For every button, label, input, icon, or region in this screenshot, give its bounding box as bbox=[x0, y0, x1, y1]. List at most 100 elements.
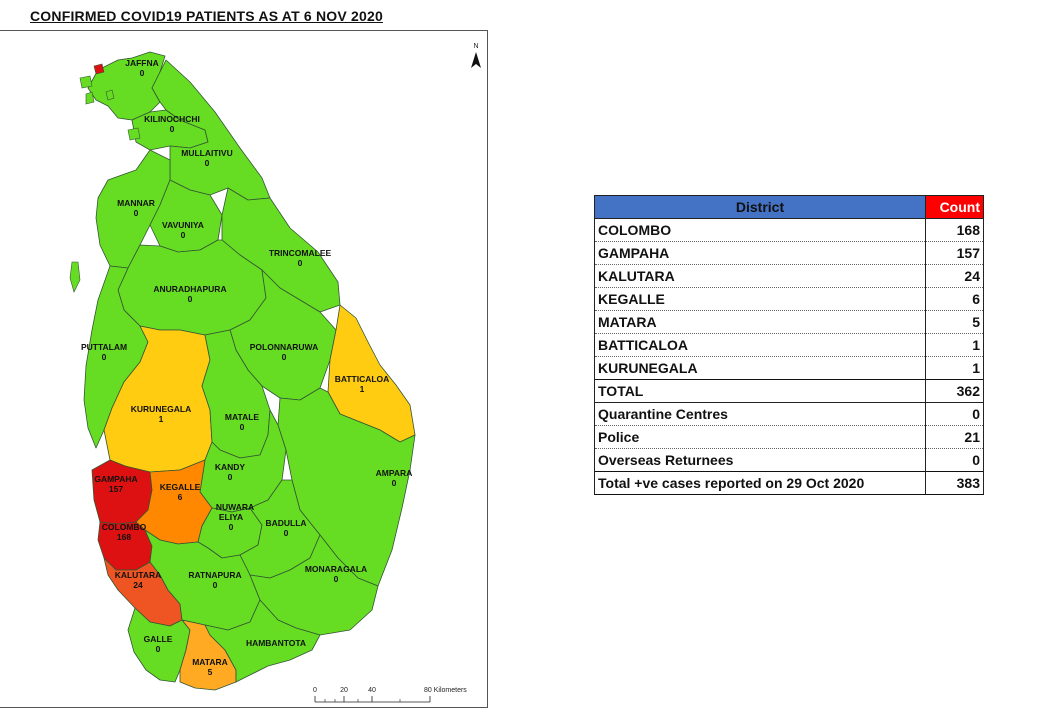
district-count-matara: 5 bbox=[208, 667, 213, 677]
district-label-badulla: BADULLA bbox=[265, 518, 306, 528]
table-cell-label: COLOMBO bbox=[594, 218, 926, 242]
islands bbox=[69, 63, 141, 293]
table-cell-count: 1 bbox=[925, 356, 984, 380]
district-label-matara: MATARA bbox=[192, 657, 228, 667]
district-count-mannar: 0 bbox=[134, 208, 139, 218]
table-row-total: TOTAL 362 bbox=[594, 379, 984, 403]
district-hambantota bbox=[204, 599, 321, 683]
district-label-mannar: MANNAR bbox=[117, 198, 155, 208]
table-cell-label: Police bbox=[594, 425, 926, 449]
district-count-polonnaruwa: 0 bbox=[282, 352, 287, 362]
district-label-jaffna: JAFFNA bbox=[125, 58, 159, 68]
district-label-puttalam: PUTTALAM bbox=[81, 342, 127, 352]
table-row: KURUNEGALA 1 bbox=[594, 356, 984, 380]
map-frame bbox=[0, 30, 488, 708]
district-count-ampara: 0 bbox=[392, 478, 397, 488]
header-district: District bbox=[594, 195, 926, 219]
table-row-other: Police 21 bbox=[594, 425, 984, 449]
scale-bar: 0 20 40 80 Kilometers bbox=[313, 687, 467, 703]
district-label-batticaloa: BATTICALOA bbox=[335, 374, 390, 384]
district-count-kilinochchi: 0 bbox=[170, 124, 175, 134]
district-label-gampaha: GAMPAHA bbox=[94, 474, 137, 484]
table-row: GAMPAHA 157 bbox=[594, 241, 984, 265]
district-count-kalutara: 24 bbox=[133, 580, 143, 590]
district-label-hambantota: HAMBANTOTA bbox=[246, 638, 306, 648]
district-count-ratnapura: 0 bbox=[213, 580, 218, 590]
district-count-monaragala: 0 bbox=[334, 574, 339, 584]
district-label-kalutara: KALUTARA bbox=[115, 570, 162, 580]
table-row: COLOMBO 168 bbox=[594, 218, 984, 242]
scale-tick-40: 40 bbox=[368, 687, 376, 694]
district-label-ratnapura: RATNAPURA bbox=[188, 570, 241, 580]
district-label-galle: GALLE bbox=[144, 634, 173, 644]
cases-table: District Count COLOMBO 168 GAMPAHA 157 KALUT… bbox=[594, 195, 984, 495]
table-header-row: District Count bbox=[594, 195, 984, 219]
district-count-badulla: 0 bbox=[284, 528, 289, 538]
sri-lanka-map: JAFFNA0KILINOCHCHI0MULLAITIVU0MANNAR0VAV… bbox=[69, 43, 481, 703]
header-count: Count bbox=[925, 195, 984, 219]
scale-tick-0: 0 bbox=[313, 687, 317, 694]
north-arrow-label: N bbox=[473, 43, 478, 50]
table-cell-count: 5 bbox=[925, 310, 984, 334]
table-row-final: Total +ve cases reported on 29 Oct 2020 3… bbox=[594, 471, 984, 495]
table-row: BATTICALOA 1 bbox=[594, 333, 984, 357]
district-label-kurunegala: KURUNEGALA bbox=[131, 404, 191, 414]
scale-tick-80: 80 Kilometers bbox=[424, 687, 467, 694]
district-count-puttalam: 0 bbox=[102, 352, 107, 362]
table-cell-count: 0 bbox=[925, 448, 984, 472]
district-count-kegalle: 6 bbox=[178, 492, 183, 502]
district-label-kegalle: KEGALLE bbox=[160, 482, 201, 492]
district-count-jaffna: 0 bbox=[140, 68, 145, 78]
district-label-kandy: KANDY bbox=[215, 462, 246, 472]
district-label-anuradhapura: ANURADHAPURA bbox=[153, 284, 226, 294]
district-count-anuradhapura: 0 bbox=[188, 294, 193, 304]
district-labels: JAFFNA0KILINOCHCHI0MULLAITIVU0MANNAR0VAV… bbox=[81, 58, 412, 677]
table-cell-count: 24 bbox=[925, 264, 984, 288]
table-cell-label: MATARA bbox=[594, 310, 926, 334]
table-cell-count: 157 bbox=[925, 241, 984, 265]
table-cell-label: KURUNEGALA bbox=[594, 356, 926, 380]
district-count-kurunegala: 1 bbox=[159, 414, 164, 424]
table-cell-label: BATTICALOA bbox=[594, 333, 926, 357]
map-title: CONFIRMED COVID19 PATIENTS AS AT 6 NOV 2… bbox=[30, 8, 383, 24]
district-count-nuwara_eliya: 0 bbox=[229, 522, 234, 532]
table-row: MATARA 5 bbox=[594, 310, 984, 334]
table-cell-count: 6 bbox=[925, 287, 984, 311]
table-row: KEGALLE 6 bbox=[594, 287, 984, 311]
district-label-ampara: AMPARA bbox=[376, 468, 413, 478]
table-cell-count: 0 bbox=[925, 402, 984, 426]
table-row-other: Quarantine Centres 0 bbox=[594, 402, 984, 426]
district-count-colombo: 168 bbox=[117, 532, 131, 542]
table-cell-label: TOTAL bbox=[594, 379, 926, 403]
district-label-kilinochchi: KILINOCHCHI bbox=[144, 114, 200, 124]
district-count-gampaha: 157 bbox=[109, 484, 123, 494]
table-cell-label: Total +ve cases reported on 29 Oct 2020 bbox=[594, 471, 926, 495]
north-arrow-icon: N bbox=[471, 43, 481, 68]
district-label-nuwara_eliya: NUWARA bbox=[216, 502, 254, 512]
table-cell-label: Overseas Returnees bbox=[594, 448, 926, 472]
district-count-matale: 0 bbox=[240, 422, 245, 432]
table-cell-count: 383 bbox=[925, 471, 984, 495]
table-cell-count: 1 bbox=[925, 333, 984, 357]
district-label-colombo: COLOMBO bbox=[102, 522, 147, 532]
district-mannar bbox=[95, 149, 171, 269]
table-cell-label: Quarantine Centres bbox=[594, 402, 926, 426]
table-row: KALUTARA 24 bbox=[594, 264, 984, 288]
district-label-monaragala: MONARAGALA bbox=[305, 564, 367, 574]
district-count-mullaitivu: 0 bbox=[205, 158, 210, 168]
table-cell-count: 168 bbox=[925, 218, 984, 242]
district-label-mullaitivu: MULLAITIVU bbox=[181, 148, 232, 158]
district-count-vavuniya: 0 bbox=[181, 230, 186, 240]
district-label-nuwara_eliya-line2: ELIYA bbox=[219, 512, 243, 522]
table-row-other: Overseas Returnees 0 bbox=[594, 448, 984, 472]
district-label-trincomalee: TRINCOMALEE bbox=[269, 248, 332, 258]
scale-tick-20: 20 bbox=[340, 687, 348, 694]
table-cell-label: KALUTARA bbox=[594, 264, 926, 288]
table-cell-count: 362 bbox=[925, 379, 984, 403]
table-cell-count: 21 bbox=[925, 425, 984, 449]
district-count-kandy: 0 bbox=[228, 472, 233, 482]
district-label-vavuniya: VAVUNIYA bbox=[162, 220, 204, 230]
district-count-galle: 0 bbox=[156, 644, 161, 654]
district-label-matale: MATALE bbox=[225, 412, 259, 422]
district-count-batticaloa: 1 bbox=[360, 384, 365, 394]
